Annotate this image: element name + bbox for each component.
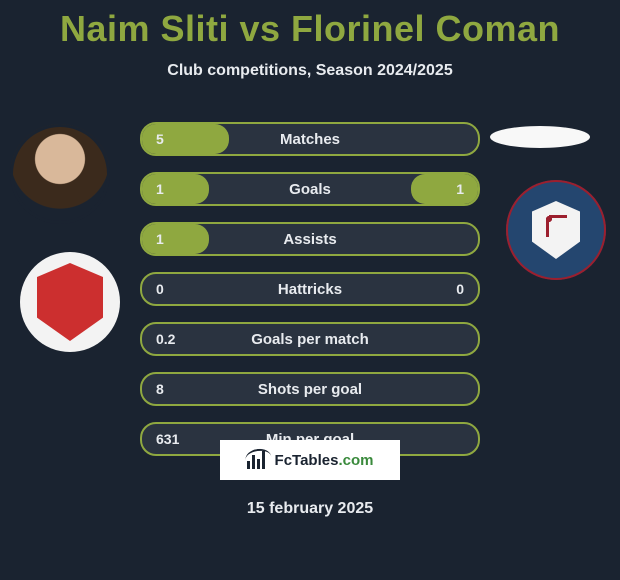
fctables-logo-icon: [247, 451, 269, 469]
stat-value-left: 0.2: [156, 331, 175, 347]
stat-row: 5 Matches: [140, 122, 480, 156]
page-title: Naim Sliti vs Florinel Coman: [0, 0, 620, 50]
stat-row: 0.2 Goals per match: [140, 322, 480, 356]
stats-panel: 5 Matches 1 Goals 1 1 Assists 0 Hattricks 0 0.2 Goa…: [140, 122, 480, 472]
stat-value-left: 0: [156, 281, 164, 297]
stat-label: Goals: [289, 181, 331, 198]
stat-row: 0 Hattricks 0: [140, 272, 480, 306]
stat-value-left: 631: [156, 431, 179, 447]
stat-label: Hattricks: [278, 281, 342, 298]
player-left-avatar: [10, 124, 110, 224]
stat-row: 8 Shots per goal: [140, 372, 480, 406]
stat-label: Shots per goal: [258, 381, 362, 398]
stat-row: 1 Goals 1: [140, 172, 480, 206]
fctables-logo-link[interactable]: FcTables.com: [220, 440, 400, 480]
stat-value-left: 1: [156, 231, 164, 247]
player-right-avatar: [490, 126, 590, 148]
fctables-logo-text: FcTables.com: [275, 452, 374, 469]
stat-value-right: 0: [456, 281, 464, 297]
stat-value-right: 1: [456, 181, 464, 197]
stat-value-left: 1: [156, 181, 164, 197]
stat-label: Goals per match: [251, 331, 369, 348]
stat-fill-left: [142, 224, 209, 254]
comparison-card: Naim Sliti vs Florinel Coman Club compet…: [0, 0, 620, 580]
stat-value-left: 5: [156, 131, 164, 147]
stat-label: Matches: [280, 131, 340, 148]
snapshot-date: 15 february 2025: [0, 500, 620, 518]
stat-value-left: 8: [156, 381, 164, 397]
stat-label: Assists: [283, 231, 336, 248]
club-right-badge: [506, 180, 606, 280]
stat-row: 1 Assists: [140, 222, 480, 256]
page-subtitle: Club competitions, Season 2024/2025: [0, 62, 620, 80]
stat-fill-left: [142, 174, 209, 204]
stat-fill-right: [411, 174, 478, 204]
club-left-badge: [20, 252, 120, 352]
